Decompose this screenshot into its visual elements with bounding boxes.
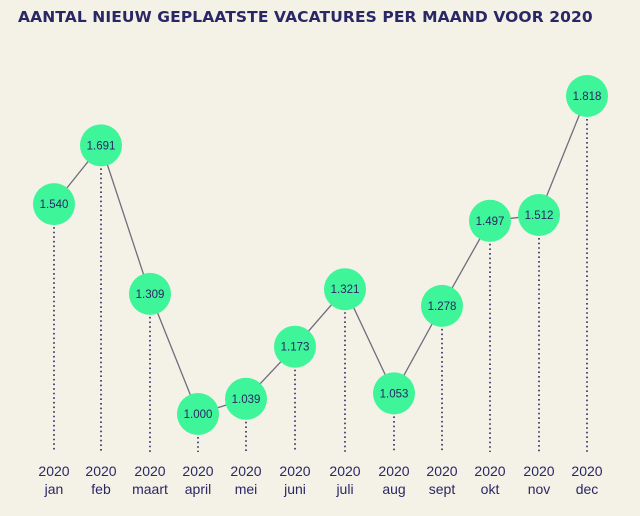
data-label-jan: 1.540 — [40, 199, 69, 211]
x-month-label-nov: nov — [528, 481, 551, 497]
marker-feb — [80, 124, 122, 167]
x-month-label-maart: maart — [132, 481, 168, 497]
data-label-dec: 1.818 — [573, 91, 602, 103]
data-label-okt: 1.497 — [476, 216, 505, 228]
x-year-label-okt: 2020 — [474, 463, 505, 479]
x-year-label-mei: 2020 — [230, 463, 261, 479]
x-month-label-mei: mei — [235, 481, 258, 497]
data-label-april: 1.000 — [184, 409, 213, 421]
data-label-mei: 1.039 — [232, 394, 261, 406]
x-year-label-feb: 2020 — [85, 463, 116, 479]
x-year-label-jan: 2020 — [38, 463, 69, 479]
x-month-label-juli: juli — [335, 481, 353, 497]
marker-sept — [421, 284, 463, 327]
data-label-aug: 1.053 — [380, 388, 409, 400]
data-label-maart: 1.309 — [136, 289, 165, 301]
x-year-label-april: 2020 — [182, 463, 213, 479]
marker-okt — [469, 199, 511, 242]
data-label-feb: 1.691 — [87, 140, 116, 152]
x-month-label-okt: okt — [481, 481, 500, 497]
x-year-label-sept: 2020 — [426, 463, 457, 479]
x-year-label-aug: 2020 — [378, 463, 409, 479]
x-axis-labels: 2020 jan 2020 feb 2020 maart 2020 april 2020 mei 2… — [38, 463, 602, 497]
x-year-label-juni: 2020 — [279, 463, 310, 479]
marker-maart — [129, 272, 171, 315]
x-month-label-dec: dec — [576, 481, 599, 497]
x-year-label-nov: 2020 — [523, 463, 554, 479]
x-year-label-juli: 2020 — [329, 463, 360, 479]
marker-nov — [518, 194, 560, 236]
x-year-label-dec: 2020 — [571, 463, 602, 479]
chart-title: AANTAL NIEUW GEPLAATSTE VACATURES PER MA… — [18, 8, 593, 26]
marker-dec — [566, 75, 608, 117]
marker-juni — [274, 325, 316, 368]
x-month-label-juni: juni — [283, 481, 306, 497]
x-month-label-sept: sept — [429, 481, 456, 497]
data-label-juni: 1.173 — [281, 342, 310, 354]
x-month-label-jan: jan — [44, 481, 64, 497]
data-label-sept: 1.278 — [428, 301, 457, 313]
x-year-label-maart: 2020 — [134, 463, 165, 479]
drop-lines — [53, 119, 588, 452]
marker-jan — [33, 183, 75, 226]
x-month-label-feb: feb — [91, 481, 111, 497]
data-label-nov: 1.512 — [525, 210, 554, 222]
marker-juli — [324, 268, 366, 311]
x-month-label-aug: aug — [382, 481, 405, 497]
marker-april — [177, 393, 219, 435]
series-line — [53, 95, 588, 415]
x-month-label-april: april — [185, 481, 211, 497]
data-label-juli: 1.321 — [331, 284, 360, 296]
marker-mei — [225, 377, 267, 420]
markers: 1.540 1.691 1.309 1.000 1.039 1.173 1.321 1.053… — [33, 75, 608, 435]
marker-aug — [373, 372, 415, 415]
